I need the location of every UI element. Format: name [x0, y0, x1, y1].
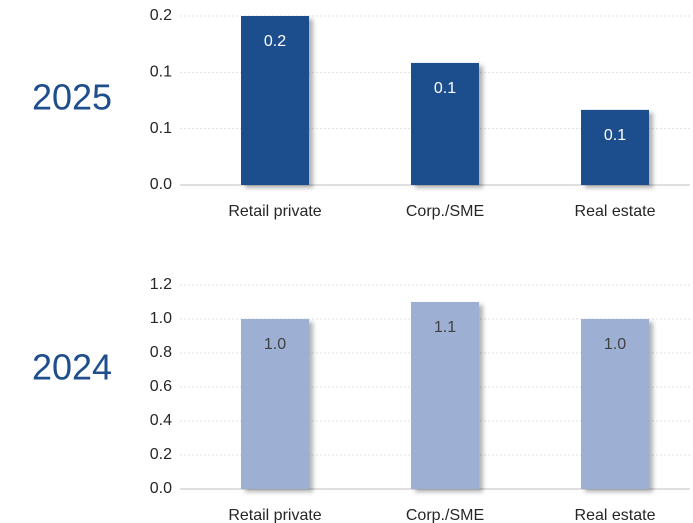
y-tick-label: 0.2: [150, 7, 172, 24]
y-tick-label: 0.0: [150, 176, 172, 193]
x-tick-label: Retail private: [228, 203, 321, 220]
value-label: 1.0: [604, 336, 626, 353]
x-tick-label: Corp./SME: [406, 507, 484, 523]
panel-label: 2024: [32, 347, 112, 388]
bar: [411, 302, 479, 489]
bar: [411, 62, 479, 185]
value-label: 0.1: [604, 127, 626, 144]
bar: [581, 319, 649, 489]
y-tick-label: 0.8: [150, 344, 172, 361]
value-label: 0.1: [434, 80, 456, 97]
x-tick-label: Corp./SME: [406, 203, 484, 220]
y-tick-label: 0.6: [150, 378, 172, 395]
y-tick-label: 0.1: [150, 64, 172, 81]
value-label: 0.2: [264, 33, 286, 50]
x-tick-label: Real estate: [575, 507, 656, 523]
bar: [581, 109, 649, 185]
value-label: 1.1: [434, 319, 456, 336]
panel-label: 2025: [32, 77, 112, 118]
bar: [241, 319, 309, 489]
bar: [241, 16, 309, 185]
x-tick-label: Retail private: [228, 507, 321, 523]
y-tick-label: 0.1: [150, 120, 172, 137]
y-tick-label: 0.4: [150, 412, 172, 429]
y-tick-label: 1.0: [150, 310, 172, 327]
x-tick-label: Real estate: [575, 203, 656, 220]
value-label: 1.0: [264, 336, 286, 353]
y-tick-label: 0.0: [150, 480, 172, 497]
y-tick-label: 0.2: [150, 446, 172, 463]
y-tick-label: 1.2: [150, 276, 172, 293]
